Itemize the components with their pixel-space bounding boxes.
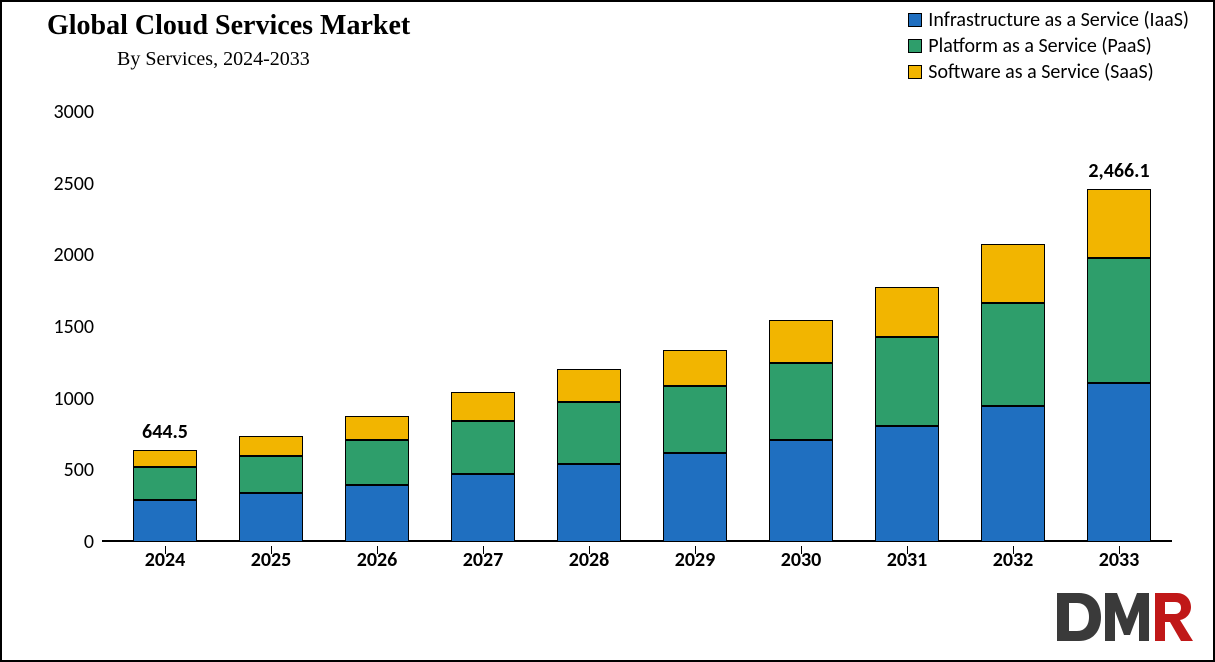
bar-segment-paas bbox=[769, 363, 833, 440]
x-tick-label: 2030 bbox=[781, 548, 822, 572]
bar-segment-saas bbox=[1087, 189, 1151, 259]
x-tick-label: 2033 bbox=[1099, 548, 1140, 572]
y-tick-label: 2500 bbox=[53, 172, 94, 196]
logo-m-icon bbox=[1105, 593, 1149, 641]
bar-segment-saas bbox=[981, 244, 1045, 303]
legend-label: Infrastructure as a Service (IaaS) bbox=[928, 8, 1189, 32]
bar-segment-iaas bbox=[981, 406, 1045, 542]
x-tick-label: 2026 bbox=[357, 548, 398, 572]
y-tick-label: 3000 bbox=[53, 100, 94, 124]
y-tick-label: 500 bbox=[64, 458, 94, 482]
bar-segment-saas bbox=[557, 369, 621, 402]
bar-segment-saas bbox=[875, 287, 939, 337]
dmr-logo bbox=[1053, 589, 1193, 650]
bar-segment-iaas bbox=[1087, 383, 1151, 542]
x-tick-label: 2029 bbox=[675, 548, 716, 572]
y-axis: 050010001500200025003000 bbox=[32, 112, 102, 572]
bars-area: 644.5 2,466.1 bbox=[112, 112, 1172, 542]
x-tick-label: 2025 bbox=[251, 548, 292, 572]
legend-swatch-iaas bbox=[908, 13, 922, 27]
bar-segment-saas bbox=[451, 392, 515, 421]
bar-segment-paas bbox=[239, 456, 303, 493]
legend-swatch-paas bbox=[908, 39, 922, 53]
bar-total-label: 644.5 bbox=[142, 420, 188, 444]
y-tick-label: 0 bbox=[84, 530, 94, 554]
title-block: Global Cloud Services Market By Services… bbox=[47, 10, 410, 71]
bar-segment-paas bbox=[451, 421, 515, 474]
bar-total-label: 2,466.1 bbox=[1088, 159, 1149, 183]
x-tick-label: 2031 bbox=[887, 548, 928, 572]
bar-segment-saas bbox=[769, 320, 833, 363]
legend-item-paas: Platform as a Service (PaaS) bbox=[908, 34, 1189, 58]
chart-frame: Global Cloud Services Market By Services… bbox=[0, 0, 1215, 662]
bar-segment-iaas bbox=[663, 453, 727, 542]
chart-subtitle: By Services, 2024-2033 bbox=[117, 48, 410, 71]
plot-area: 050010001500200025003000 644.52,466.1 20… bbox=[32, 112, 1182, 572]
chart-title: Global Cloud Services Market bbox=[47, 10, 410, 42]
bar-segment-iaas bbox=[239, 493, 303, 542]
legend-swatch-saas bbox=[908, 65, 922, 79]
legend-item-saas: Software as a Service (SaaS) bbox=[908, 60, 1189, 84]
x-tick-label: 2032 bbox=[993, 548, 1034, 572]
bar-segment-paas bbox=[981, 303, 1045, 406]
y-tick-label: 1000 bbox=[53, 387, 94, 411]
bar-segment-paas bbox=[663, 386, 727, 453]
bar-segment-saas bbox=[345, 416, 409, 440]
bar-segment-iaas bbox=[875, 426, 939, 542]
bar-segment-paas bbox=[1087, 258, 1151, 383]
bar-segment-saas bbox=[663, 350, 727, 386]
bar-segment-iaas bbox=[557, 464, 621, 542]
bar-segment-paas bbox=[345, 440, 409, 484]
bar-segment-iaas bbox=[345, 485, 409, 542]
bar-segment-saas bbox=[133, 450, 197, 468]
legend: Infrastructure as a Service (IaaS) Platf… bbox=[908, 8, 1189, 86]
legend-label: Platform as a Service (PaaS) bbox=[928, 34, 1151, 58]
legend-item-iaas: Infrastructure as a Service (IaaS) bbox=[908, 8, 1189, 32]
y-tick-label: 2000 bbox=[53, 243, 94, 267]
x-tick-label: 2028 bbox=[569, 548, 610, 572]
bar-segment-paas bbox=[875, 337, 939, 426]
bar-segment-iaas bbox=[133, 500, 197, 542]
y-tick-label: 1500 bbox=[53, 315, 94, 339]
bar-segment-iaas bbox=[769, 440, 833, 542]
legend-label: Software as a Service (SaaS) bbox=[928, 60, 1153, 84]
x-axis-labels: 2024 2025 2026 2027 2028 2029 2030 2031 2032 2033 bbox=[112, 546, 1172, 576]
logo-d-icon bbox=[1057, 593, 1101, 641]
x-tick-label: 2024 bbox=[145, 548, 186, 572]
bar-segment-iaas bbox=[451, 474, 515, 542]
bar-segment-saas bbox=[239, 436, 303, 456]
x-tick-label: 2027 bbox=[463, 548, 504, 572]
logo-r-icon bbox=[1155, 593, 1193, 641]
bar-segment-paas bbox=[557, 402, 621, 464]
bar-segment-paas bbox=[133, 467, 197, 500]
